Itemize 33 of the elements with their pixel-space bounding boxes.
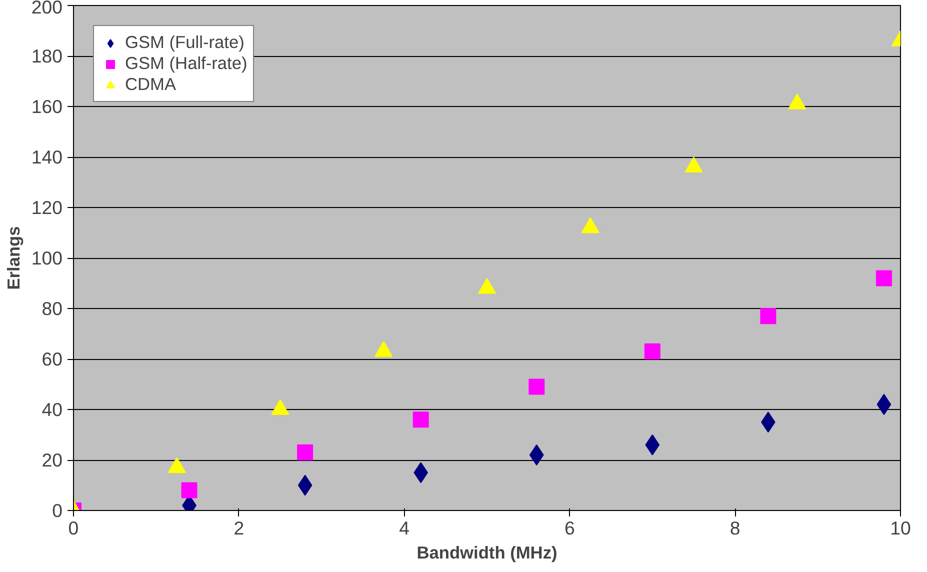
point — [644, 343, 660, 360]
y-tick-label: 160 — [31, 96, 63, 117]
y-tick-label: 180 — [31, 46, 63, 66]
point — [876, 270, 892, 286]
y-tick-label: 0 — [52, 500, 63, 521]
point — [297, 444, 314, 460]
legend-label: GSM (Half-rate) — [125, 53, 248, 74]
y-tick-label: 20 — [42, 450, 63, 470]
x-tick-label: 8 — [730, 518, 740, 538]
legend-label: CDMA — [125, 74, 176, 95]
y-axis-title: Erlangs — [3, 226, 24, 290]
point — [478, 278, 496, 294]
point — [788, 94, 806, 110]
y-tick-label: 120 — [31, 197, 63, 218]
y-tick-label: 80 — [42, 298, 63, 319]
y-tick-label: 100 — [31, 248, 63, 268]
point — [760, 308, 776, 324]
x-tick-label: 10 — [890, 518, 911, 538]
legend-label: GSM (Full-rate) — [125, 32, 244, 53]
y-tick-label: 60 — [42, 348, 63, 370]
y-tick-label: 140 — [31, 146, 63, 168]
point — [412, 412, 429, 428]
point — [581, 217, 600, 234]
x-axis-title: Bandwidth (MHz) — [416, 542, 558, 562]
y-tick-label: 40 — [42, 399, 63, 420]
x-tick-label: 6 — [564, 518, 575, 538]
y-tick-label: 200 — [31, 0, 63, 18]
x-tick-label: 0 — [68, 518, 79, 538]
point — [684, 156, 703, 173]
x-tick-label: 4 — [399, 518, 410, 538]
point — [181, 482, 198, 498]
x-tick-label: 2 — [234, 518, 244, 538]
point — [528, 378, 545, 395]
